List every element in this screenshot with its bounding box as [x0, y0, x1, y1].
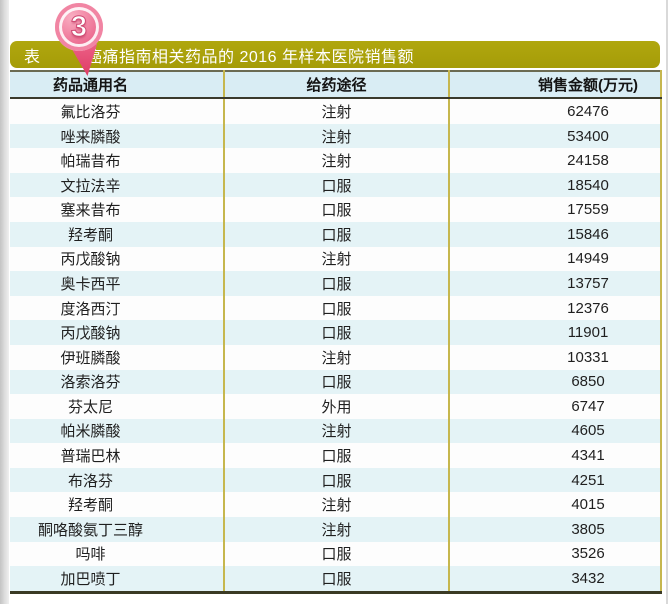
header-row: 药品通用名 给药途径 销售金额(万元) [10, 71, 661, 99]
table-row: 帕米膦酸 注射 4605 [10, 418, 661, 444]
cell-drug-name: 羟考酮 [67, 497, 113, 515]
table-row: 伊班膦酸 注射 10331 [10, 344, 661, 370]
cell-sales-amount: 14949 [448, 246, 661, 272]
cell-drug-name: 普瑞巴林 [60, 448, 121, 466]
cell-sales-amount: 62476 [448, 98, 661, 124]
cell-drug-name: 丙戊酸钠 [60, 251, 121, 269]
table-row: 氟比洛芬 注射 62476 [10, 98, 661, 124]
cell-route: 注射 [223, 516, 449, 542]
cell-sales-amount: 6747 [448, 394, 661, 419]
cell-sales-amount: 53400 [448, 123, 661, 149]
location-pin-badge-icon: 3 [55, 3, 103, 51]
cell-drug-name: 羟考酮 [67, 226, 113, 244]
cell-drug-name: 塞来昔布 [60, 202, 121, 220]
cell-drug-name: 丙戊酸钠 [60, 325, 121, 343]
cell-route: 口服 [223, 369, 449, 395]
cell-drug-name: 酮咯酸氨丁三醇 [37, 521, 143, 539]
page-edge-left [0, 0, 9, 604]
cell-route: 外用 [223, 394, 449, 419]
cell-sales-amount: 4251 [448, 467, 661, 493]
column-header-drug-name: 药品通用名 [10, 71, 224, 99]
column-header-sales: 销售金额(万元) [448, 71, 661, 99]
cell-route: 口服 [223, 467, 449, 493]
cell-route: 注射 [223, 344, 449, 370]
table-row: 帕瑞昔布 注射 24158 [10, 148, 661, 173]
cell-drug-name: 唑来膦酸 [60, 128, 121, 146]
table-row: 普瑞巴林 口服 4341 [10, 443, 661, 468]
cell-route: 注射 [223, 418, 449, 444]
cell-route: 口服 [223, 271, 449, 296]
table-header: 药品通用名 给药途径 销售金额(万元) [10, 71, 661, 99]
table-label: 表 [24, 48, 41, 66]
table-row: 洛索洛芬 口服 6850 [10, 369, 661, 395]
cell-sales-amount: 6850 [448, 369, 661, 395]
sales-table-wrapper: 药品通用名 给药途径 销售金额(万元) 氟比洛芬 注射 62476 唑来膦酸 注射 534… [10, 70, 662, 594]
cell-drug-name: 加巴喷丁 [60, 571, 121, 589]
cell-route: 口服 [223, 172, 449, 198]
table-row: 丙戊酸钠 口服 11901 [10, 320, 661, 345]
cell-drug-name: 氟比洛芬 [60, 103, 121, 121]
cell-route: 注射 [223, 246, 449, 272]
table-row: 吗啡 口服 3526 [10, 541, 661, 567]
cell-drug-name: 伊班膦酸 [60, 349, 121, 367]
cell-route: 口服 [223, 320, 449, 345]
cell-route: 注射 [223, 148, 449, 173]
cell-sales-amount: 4341 [448, 443, 661, 468]
cell-sales-amount: 3526 [448, 541, 661, 567]
table-row: 加巴喷丁 口服 3432 [10, 566, 661, 593]
cell-sales-amount: 24158 [448, 148, 661, 173]
table-row: 酮咯酸氨丁三醇 注射 3805 [10, 516, 661, 542]
cell-route: 注射 [223, 98, 449, 124]
cell-sales-amount: 4015 [448, 492, 661, 517]
cell-route: 口服 [223, 541, 449, 567]
cell-drug-name: 文拉法辛 [60, 177, 121, 195]
cell-route: 注射 [223, 492, 449, 517]
table-body: 氟比洛芬 注射 62476 唑来膦酸 注射 53400 帕瑞昔布 注射 24158 文拉法辛 口服 1… [10, 98, 661, 593]
cell-sales-amount: 10331 [448, 344, 661, 370]
table-row: 唑来膦酸 注射 53400 [10, 123, 661, 149]
page-edge-right [666, 0, 668, 604]
cell-drug-name: 吗啡 [75, 546, 106, 564]
table-row: 文拉法辛 口服 18540 [10, 172, 661, 198]
table-row: 度洛西汀 口服 12376 [10, 295, 661, 321]
table-title-bar: 表 癌痛指南相关药品的 2016 年样本医院销售额 [10, 41, 660, 68]
cell-sales-amount: 17559 [448, 197, 661, 223]
badge-number: 3 [70, 10, 88, 43]
cell-drug-name: 布洛芬 [67, 472, 113, 490]
cell-route: 口服 [223, 295, 449, 321]
cell-drug-name: 洛索洛芬 [60, 374, 121, 392]
cell-route: 口服 [223, 197, 449, 223]
table-row: 丙戊酸钠 注射 14949 [10, 246, 661, 272]
cell-sales-amount: 3805 [448, 516, 661, 542]
cell-sales-amount: 4605 [448, 418, 661, 444]
cell-drug-name: 芬太尼 [67, 398, 113, 416]
cell-sales-amount: 18540 [448, 172, 661, 198]
cell-sales-amount: 12376 [448, 295, 661, 321]
cell-route: 口服 [223, 566, 449, 593]
cell-sales-amount: 13757 [448, 271, 661, 296]
table-row: 羟考酮 注射 4015 [10, 492, 661, 517]
cell-drug-name: 帕米膦酸 [60, 423, 121, 441]
cell-sales-amount: 15846 [448, 222, 661, 247]
cell-sales-amount: 11901 [448, 320, 661, 345]
cell-route: 注射 [223, 123, 449, 149]
table-row: 塞来昔布 口服 17559 [10, 197, 661, 223]
cell-sales-amount: 3432 [448, 566, 661, 593]
table-row: 布洛芬 口服 4251 [10, 467, 661, 493]
table-row: 羟考酮 口服 15846 [10, 222, 661, 247]
table-row: 芬太尼 外用 6747 [10, 394, 661, 419]
table-title: 癌痛指南相关药品的 2016 年样本医院销售额 [86, 48, 415, 66]
cell-route: 口服 [223, 222, 449, 247]
table-row: 奥卡西平 口服 13757 [10, 271, 661, 296]
cell-drug-name: 度洛西汀 [60, 300, 121, 318]
cell-drug-name: 奥卡西平 [60, 275, 121, 293]
column-header-route: 给药途径 [223, 71, 449, 99]
cell-route: 口服 [223, 443, 449, 468]
sales-table: 药品通用名 给药途径 销售金额(万元) 氟比洛芬 注射 62476 唑来膦酸 注射 534… [10, 70, 662, 594]
cell-drug-name: 帕瑞昔布 [60, 153, 121, 171]
